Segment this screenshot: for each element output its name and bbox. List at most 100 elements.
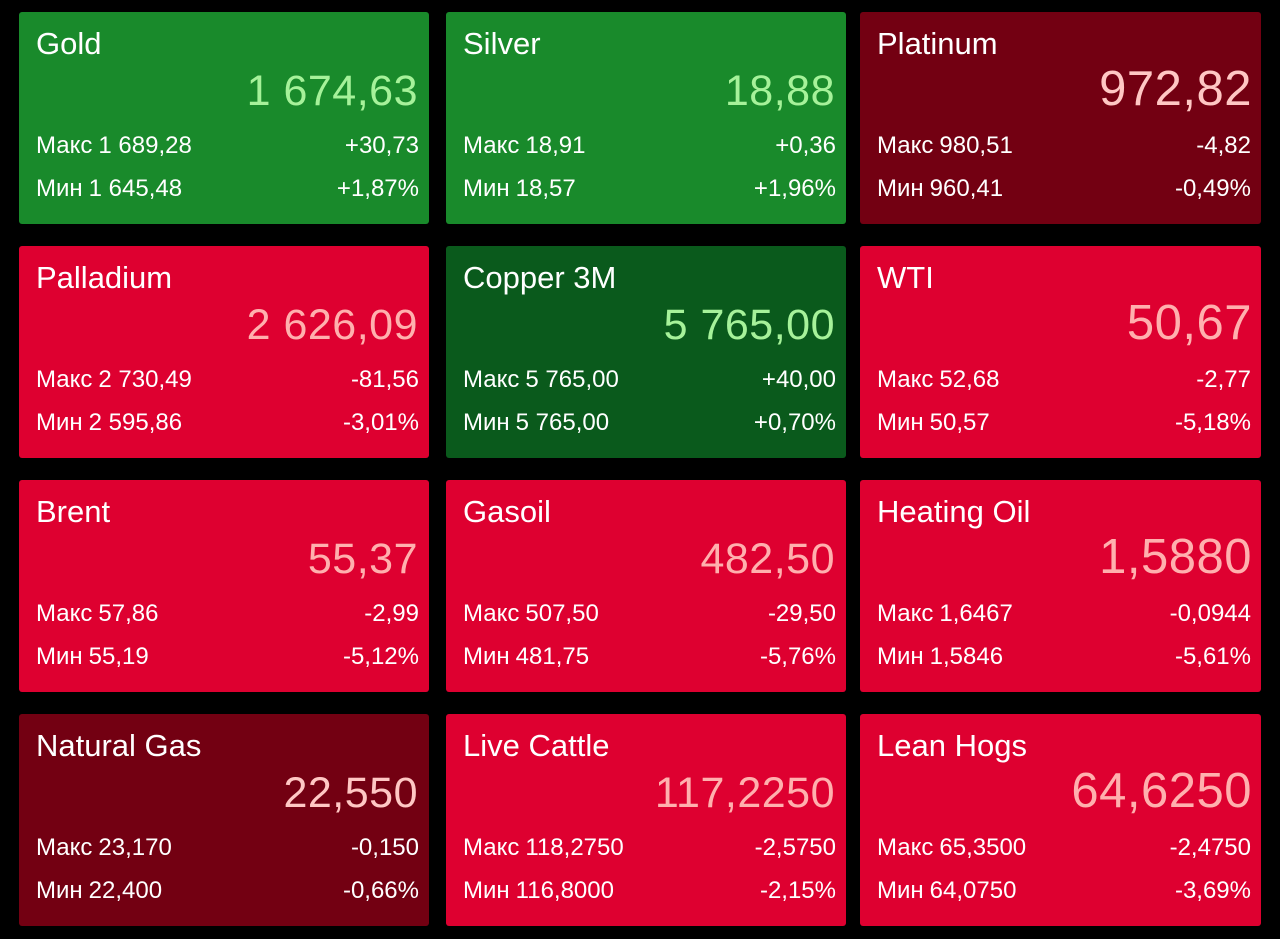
high-value: 507,50 <box>525 600 599 627</box>
tile-low-row: Мин 1 645,48 +1,87% <box>36 173 419 205</box>
change-pct-value: +1,87% <box>336 175 419 202</box>
high-label: Макс <box>463 366 520 393</box>
change-value: -0,150 <box>350 834 419 861</box>
tile-name: Lean Hogs <box>877 728 1027 763</box>
tile-low-row: Мин 64,0750 -3,69% <box>877 875 1251 907</box>
tile-gasoil[interactable]: Gasoil 482,50 Макс 507,50 -29,50 Мин 481,75… <box>446 480 846 692</box>
tile-live-cattle[interactable]: Live Cattle 117,2250 Макс 118,2750 -2,5750… <box>446 714 846 926</box>
high-label: Макс <box>36 600 93 627</box>
tile-copper-3m[interactable]: Copper 3M 5 765,00 Макс 5 765,00 +40,00 Ми… <box>446 246 846 458</box>
change-pct-value: -3,69% <box>1174 877 1251 904</box>
high-value: 1,6467 <box>939 600 1013 627</box>
high-label: Макс <box>463 132 520 159</box>
tile-name: Palladium <box>36 260 173 295</box>
tile-high-row: Макс 18,91 +0,36 <box>463 130 836 162</box>
tile-price: 2 626,09 <box>246 301 418 349</box>
low-label: Мин <box>36 877 83 904</box>
change-pct-value: -0,66% <box>342 877 419 904</box>
low-label: Мин <box>36 643 83 670</box>
tile-brent[interactable]: Brent 55,37 Макс 57,86 -2,99 Мин 55,19 -5,12… <box>19 480 429 692</box>
high-label: Макс <box>463 834 520 861</box>
tile-name: Brent <box>36 494 111 529</box>
tile-low-row: Мин 2 595,86 -3,01% <box>36 407 419 439</box>
low-label: Мин <box>463 643 510 670</box>
low-value: 116,8000 <box>515 877 614 904</box>
tile-high-row: Макс 1,6467 -0,0944 <box>877 598 1251 630</box>
high-value: 18,91 <box>525 132 586 159</box>
low-label: Мин <box>877 877 924 904</box>
high-value: 118,2750 <box>525 834 624 861</box>
high-label: Макс <box>877 366 934 393</box>
low-value: 22,400 <box>88 877 163 904</box>
low-label: Мин <box>877 643 924 670</box>
high-value: 1 689,28 <box>98 132 192 159</box>
change-pct-value: -3,01% <box>342 409 419 436</box>
high-value: 57,86 <box>98 600 159 627</box>
tile-price: 972,82 <box>1099 62 1252 116</box>
tile-heating-oil[interactable]: Heating Oil 1,5880 Макс 1,6467 -0,0944 Мин… <box>860 480 1261 692</box>
change-pct-value: -5,76% <box>759 643 836 670</box>
tile-price: 1,5880 <box>1099 530 1252 584</box>
low-value: 1 645,48 <box>88 175 183 202</box>
change-pct-value: -5,61% <box>1174 643 1251 670</box>
tile-high-row: Макс 52,68 -2,77 <box>877 364 1251 396</box>
tile-name: Natural Gas <box>36 728 202 763</box>
tile-low-row: Мин 50,57 -5,18% <box>877 407 1251 439</box>
change-pct-value: -0,49% <box>1174 175 1251 202</box>
tile-wti[interactable]: WTI 50,67 Макс 52,68 -2,77 Мин 50,57 -5,18% <box>860 246 1261 458</box>
tile-price: 117,2250 <box>654 769 835 817</box>
tile-high-row: Макс 5 765,00 +40,00 <box>463 364 836 396</box>
tile-gold[interactable]: Gold 1 674,63 Макс 1 689,28 +30,73 Мин 1 64… <box>19 12 429 224</box>
high-label: Макс <box>877 132 934 159</box>
change-value: -2,77 <box>1196 366 1251 393</box>
high-label: Макс <box>36 132 93 159</box>
change-value: -2,4750 <box>1169 834 1251 861</box>
high-label: Макс <box>877 600 934 627</box>
low-label: Мин <box>877 175 924 202</box>
high-label: Макс <box>36 834 93 861</box>
low-label: Мин <box>463 877 510 904</box>
tile-low-row: Мин 55,19 -5,12% <box>36 641 419 673</box>
tile-price: 64,6250 <box>1071 764 1252 818</box>
low-value: 64,0750 <box>929 877 1017 904</box>
tile-name: WTI <box>877 260 934 295</box>
low-label: Мин <box>877 409 924 436</box>
change-pct-value: +0,70% <box>753 409 836 436</box>
tile-name: Live Cattle <box>463 728 610 763</box>
low-value: 18,57 <box>515 175 576 202</box>
tile-high-row: Макс 2 730,49 -81,56 <box>36 364 419 396</box>
tile-name: Platinum <box>877 26 998 61</box>
high-value: 23,170 <box>98 834 172 861</box>
tile-platinum[interactable]: Platinum 972,82 Макс 980,51 -4,82 Мин 960,4… <box>860 12 1261 224</box>
tile-price: 55,37 <box>307 535 418 583</box>
high-value: 65,3500 <box>939 834 1027 861</box>
tile-lean-hogs[interactable]: Lean Hogs 64,6250 Макс 65,3500 -2,4750 Мин… <box>860 714 1261 926</box>
tile-high-row: Макс 507,50 -29,50 <box>463 598 836 630</box>
tile-low-row: Мин 1,5846 -5,61% <box>877 641 1251 673</box>
tile-high-row: Макс 1 689,28 +30,73 <box>36 130 419 162</box>
change-value: -81,56 <box>350 366 419 393</box>
tile-low-row: Мин 18,57 +1,96% <box>463 173 836 205</box>
change-value: +0,36 <box>775 132 836 159</box>
tile-low-row: Мин 960,41 -0,49% <box>877 173 1251 205</box>
tile-high-row: Макс 23,170 -0,150 <box>36 832 419 864</box>
high-value: 5 765,00 <box>525 366 619 393</box>
tile-low-row: Мин 5 765,00 +0,70% <box>463 407 836 439</box>
high-value: 52,68 <box>939 366 1000 393</box>
tile-price: 18,88 <box>724 67 835 115</box>
tile-silver[interactable]: Silver 18,88 Макс 18,91 +0,36 Мин 18,57 +1,9… <box>446 12 846 224</box>
tile-name: Heating Oil <box>877 494 1031 529</box>
tile-palladium[interactable]: Palladium 2 626,09 Макс 2 730,49 -81,56 Ми… <box>19 246 429 458</box>
tile-natural-gas[interactable]: Natural Gas 22,550 Макс 23,170 -0,150 Мин 2… <box>19 714 429 926</box>
low-value: 55,19 <box>88 643 149 670</box>
tile-name: Copper 3M <box>463 260 617 295</box>
change-value: +40,00 <box>761 366 836 393</box>
tile-high-row: Макс 57,86 -2,99 <box>36 598 419 630</box>
change-pct-value: -2,15% <box>759 877 836 904</box>
tile-high-row: Макс 65,3500 -2,4750 <box>877 832 1251 864</box>
change-value: -29,50 <box>767 600 836 627</box>
high-value: 980,51 <box>939 132 1013 159</box>
low-label: Мин <box>463 175 510 202</box>
tile-low-row: Мин 116,8000 -2,15% <box>463 875 836 907</box>
low-value: 2 595,86 <box>88 409 183 436</box>
